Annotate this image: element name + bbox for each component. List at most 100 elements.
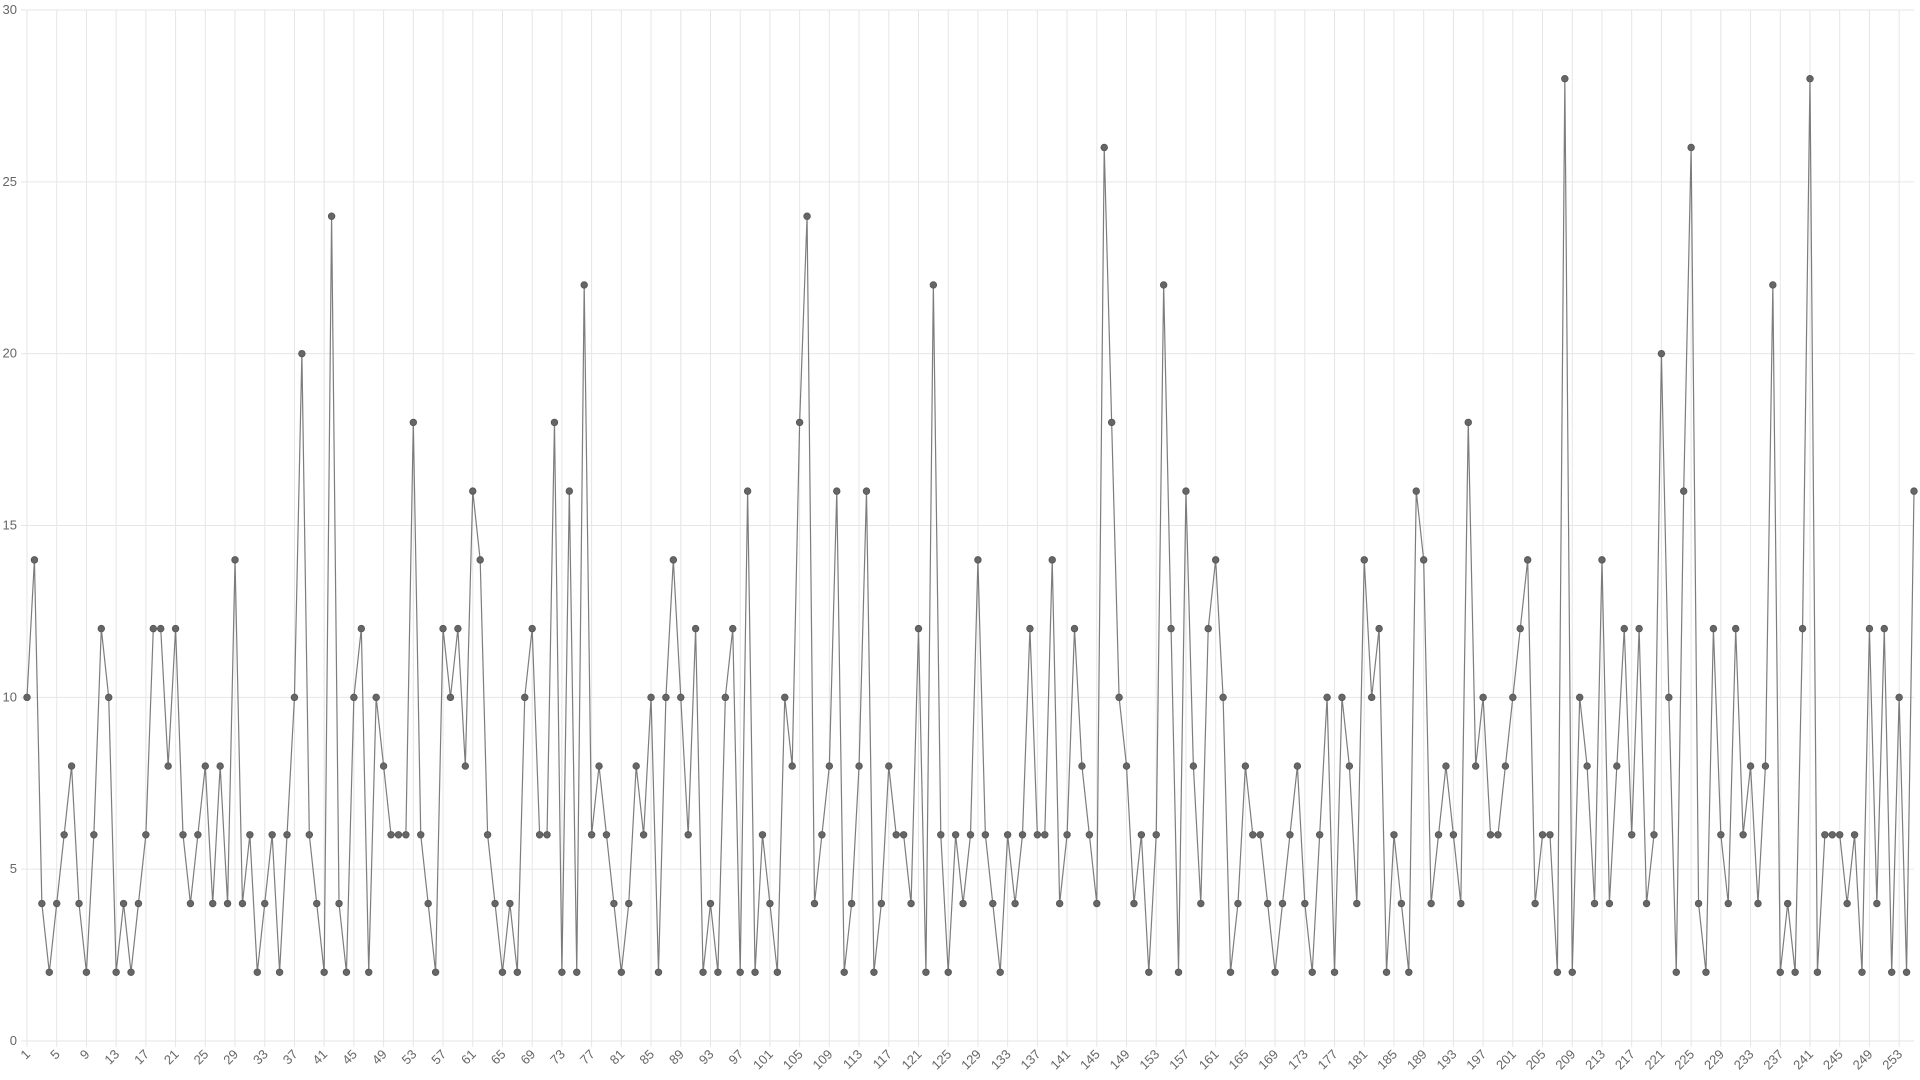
x-tick-label: 173: [1285, 1047, 1311, 1073]
point: [662, 693, 670, 702]
point: [1888, 968, 1896, 976]
point: [45, 968, 53, 976]
point: [127, 968, 135, 976]
point: [1575, 693, 1584, 702]
point: [1538, 831, 1547, 839]
x-tick-label: 193: [1434, 1047, 1460, 1073]
point: [1078, 762, 1086, 770]
point: [1754, 899, 1762, 908]
point: [758, 831, 767, 839]
point: [1360, 556, 1368, 564]
point: [1107, 418, 1116, 427]
point: [885, 762, 893, 770]
point: [1843, 899, 1851, 908]
x-tick-label: 25: [191, 1047, 212, 1068]
x-tick-label: 213: [1582, 1047, 1608, 1073]
x-tick-label: 161: [1196, 1047, 1222, 1073]
point: [1249, 831, 1257, 839]
point: [1442, 762, 1450, 770]
point: [1434, 831, 1443, 839]
point: [810, 899, 819, 908]
point: [171, 624, 180, 633]
x-tick-label: 181: [1344, 1047, 1370, 1073]
point: [1553, 968, 1562, 976]
point: [1850, 831, 1859, 839]
point: [268, 831, 276, 839]
x-tick-label: 157: [1166, 1047, 1192, 1073]
point: [781, 693, 789, 702]
x-tick-label: 217: [1612, 1047, 1638, 1073]
point: [491, 899, 499, 908]
point: [766, 899, 774, 908]
point: [1367, 693, 1376, 702]
point: [1353, 899, 1361, 908]
point: [1412, 487, 1420, 495]
point: [157, 624, 165, 633]
point: [1694, 899, 1703, 908]
point: [535, 831, 544, 839]
point: [1137, 831, 1146, 839]
point: [617, 968, 626, 976]
point: [573, 968, 581, 976]
point: [149, 624, 157, 633]
point: [1003, 831, 1012, 839]
point: [1821, 831, 1829, 839]
point: [1211, 556, 1220, 564]
x-tick-label: 125: [928, 1047, 954, 1073]
point: [1561, 75, 1569, 83]
x-tick-label: 229: [1701, 1047, 1727, 1073]
point: [1761, 762, 1770, 770]
point: [989, 899, 997, 908]
x-tick-label: 209: [1552, 1047, 1578, 1073]
point: [521, 693, 529, 702]
x-tick-label: 85: [636, 1047, 657, 1068]
point: [788, 762, 796, 770]
point: [60, 831, 68, 839]
point: [1546, 831, 1554, 839]
x-tick-label: 201: [1493, 1047, 1519, 1073]
point: [1338, 693, 1346, 702]
point: [1865, 624, 1874, 633]
point: [1657, 349, 1666, 358]
point: [1345, 762, 1354, 770]
point: [216, 762, 224, 770]
point: [937, 831, 945, 839]
point: [1048, 556, 1056, 564]
x-tick-label: 21: [161, 1047, 182, 1068]
point: [320, 968, 328, 976]
point: [1174, 968, 1183, 976]
point: [134, 899, 143, 908]
point: [231, 556, 239, 564]
x-tick-label: 49: [369, 1047, 390, 1068]
point: [966, 831, 975, 839]
point: [818, 831, 826, 839]
point: [1672, 968, 1680, 976]
point: [1263, 899, 1272, 908]
point: [1323, 693, 1331, 702]
point: [1679, 487, 1688, 495]
point: [1100, 143, 1108, 152]
point: [379, 762, 388, 770]
point: [1583, 762, 1591, 770]
point: [1063, 831, 1071, 839]
point: [1709, 624, 1718, 633]
point: [706, 899, 715, 908]
point: [67, 762, 76, 770]
point: [38, 899, 46, 908]
point: [1256, 831, 1264, 839]
y-tick-label: 0: [10, 1033, 17, 1048]
point: [1836, 831, 1844, 839]
x-tick-label: 169: [1255, 1047, 1281, 1073]
point: [201, 762, 209, 770]
point: [1382, 968, 1391, 976]
x-tick-label: 61: [458, 1047, 479, 1068]
point: [1427, 899, 1435, 908]
point: [275, 968, 284, 976]
point: [469, 487, 477, 495]
point: [981, 831, 990, 839]
x-tick-label: 233: [1731, 1047, 1757, 1073]
point: [825, 762, 834, 770]
point: [1746, 762, 1755, 770]
point: [1910, 487, 1918, 495]
point: [550, 418, 559, 427]
